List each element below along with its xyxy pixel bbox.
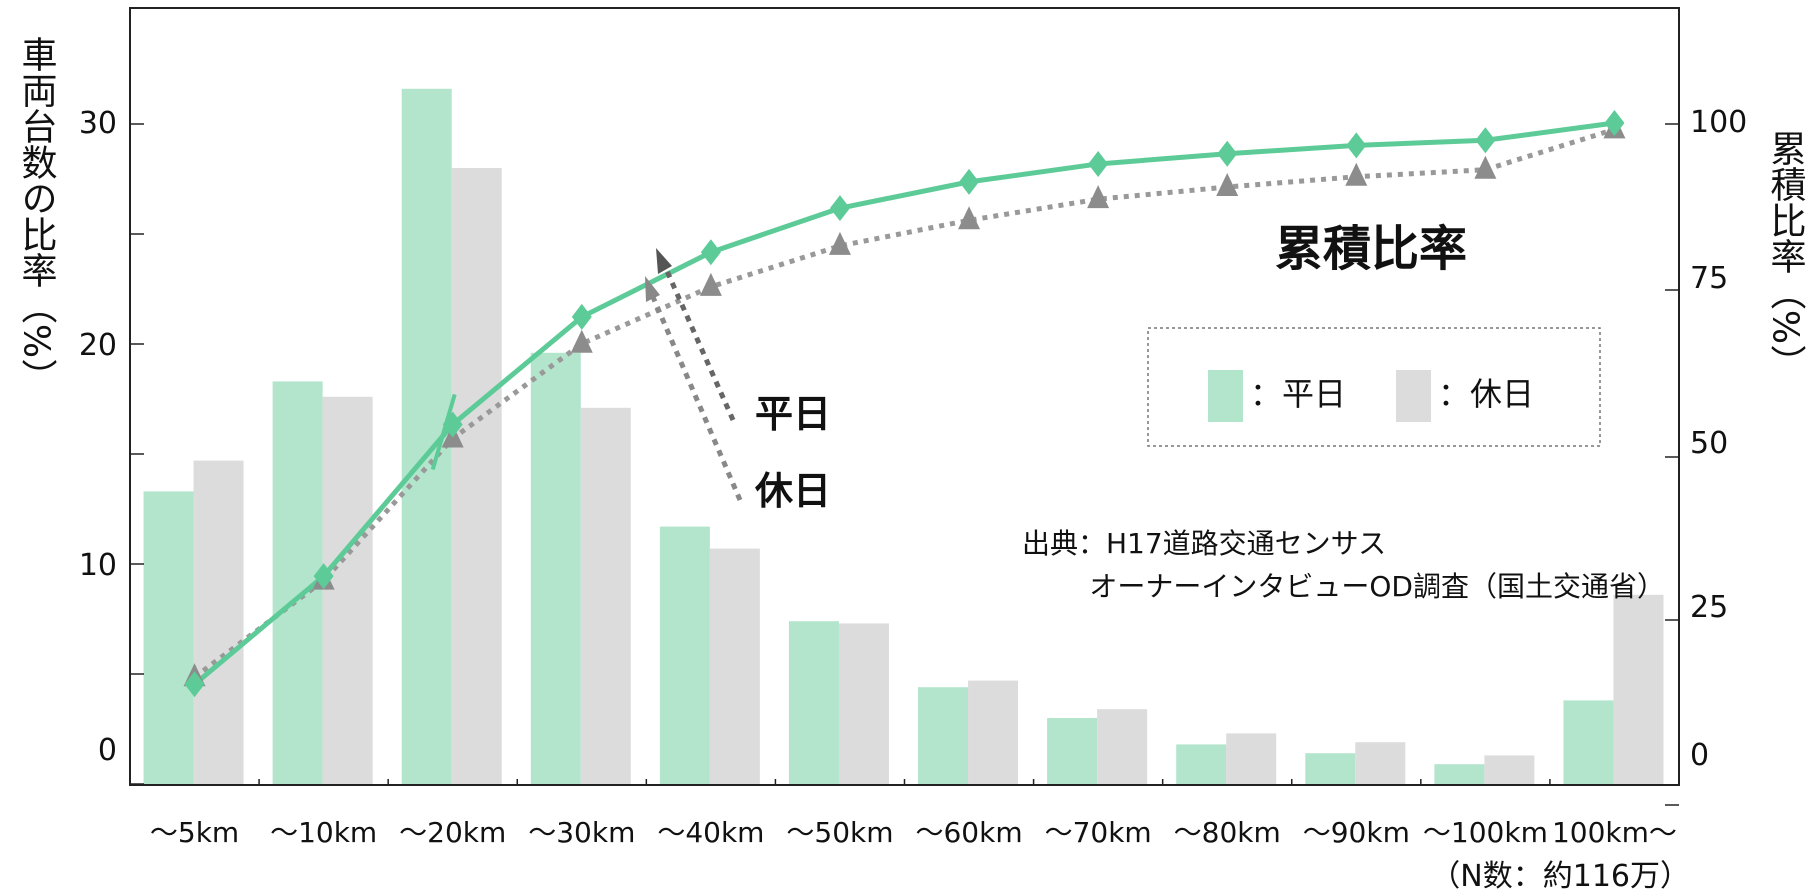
bar-holiday-6 [838, 623, 889, 784]
marker-weekday-2 [313, 563, 334, 590]
line-holiday [193, 127, 1616, 680]
x-tick-label-7: 〜60km [915, 816, 1022, 849]
bar-holiday-9 [1226, 733, 1277, 784]
bar-holiday-4 [580, 407, 631, 784]
legend-label-weekday: ：平日 [1250, 375, 1346, 413]
y-tick-label-10: 10 [79, 548, 117, 583]
marker-weekday-1 [184, 671, 205, 698]
cumulative-markers [183, 110, 1626, 698]
x-tick-label-11: 〜100km [1423, 816, 1548, 849]
marker-holiday-9 [1216, 173, 1239, 196]
bar-holiday-1 [193, 460, 244, 784]
y-axis-label: 車両台数の比率（%） [16, 36, 58, 394]
bar-weekday-1 [143, 491, 194, 784]
right-axis-ticks: 0 25 50 75 100 [1665, 105, 1747, 806]
holiday-callout-label: 休日 [754, 469, 831, 513]
bar-holiday-3 [451, 168, 502, 784]
bar-weekday-11 [1434, 764, 1485, 784]
weekday-callout-label: 平日 [755, 392, 831, 436]
legend-swatch-weekday [1208, 370, 1243, 422]
marker-weekday-10 [1346, 132, 1367, 159]
marker-weekday-8 [1088, 150, 1109, 177]
legend-label-holiday: ：休日 [1438, 375, 1534, 413]
bar-weekday-5 [659, 526, 710, 784]
bar-weekday-10 [1305, 753, 1356, 784]
x-tick-label-4: 〜30km [528, 816, 635, 849]
bar-weekday-9 [1176, 744, 1227, 784]
y2-tick-label-75: 75 [1690, 261, 1728, 296]
marker-holiday-10 [1345, 162, 1368, 186]
sample-size-note: （N数：約116万） [1430, 859, 1690, 892]
cumulative-title: 累積比率 [1275, 221, 1467, 277]
marker-holiday-7 [958, 206, 981, 230]
x-tick-label-2: 〜10km [270, 816, 377, 849]
bar-holiday-10 [1355, 742, 1406, 784]
x-tick-label-6: 〜50km [786, 816, 893, 849]
y-tick-label-0: 0 [98, 733, 117, 768]
x-tick-label-10: 〜90km [1303, 816, 1410, 849]
marker-weekday-12 [1604, 110, 1625, 136]
source-line1: 出典：H17道路交通センサス [1022, 527, 1386, 560]
left-axis-ticks: 0 10 20 30 [79, 106, 144, 785]
y-tick-label-20: 20 [79, 328, 117, 363]
x-tick-label-1: 〜5km [150, 816, 239, 849]
x-tick-label-5: 〜40km [657, 816, 764, 849]
bar-holiday-11 [1484, 755, 1535, 784]
marker-weekday-11 [1475, 127, 1496, 154]
marker-holiday-4 [570, 329, 593, 353]
bar-weekday-8 [1047, 718, 1098, 784]
y-tick-label-30: 30 [79, 106, 117, 141]
bar-holiday-5 [709, 548, 760, 784]
bar-holiday-8 [1097, 709, 1148, 784]
cumulative-lines [192, 120, 1616, 687]
y2-tick-label-25: 25 [1690, 590, 1728, 625]
marker-weekday-5 [700, 239, 721, 266]
marker-holiday-11 [1474, 155, 1497, 179]
x-tick-label-9: 〜80km [1174, 816, 1281, 849]
marker-holiday-8 [1087, 185, 1110, 209]
bar-group [143, 88, 1664, 785]
x-axis-ticks: 〜5km 〜10km 〜20km 〜30km 〜40km 〜50km 〜60km 〜70km 〜… [129, 779, 1680, 849]
marker-holiday-5 [699, 272, 722, 296]
bar-holiday-7 [968, 680, 1019, 784]
source-line2: オーナーインタビューOD調査（国土交通省） [1089, 570, 1665, 603]
legend-frame [1147, 327, 1601, 447]
bar-weekday-7 [918, 687, 969, 784]
bar-weekday-12 [1563, 700, 1614, 784]
marker-weekday-3 [442, 411, 463, 438]
marker-weekday-4 [571, 303, 592, 330]
marker-weekday-9 [1217, 140, 1238, 167]
y2-axis-label: 累積比率（%） [1765, 130, 1807, 380]
callout-arrows [645, 248, 743, 501]
legend: ：平日 ：休日 [1147, 327, 1601, 447]
y2-tick-label-0: 0 [1690, 738, 1709, 773]
marker-weekday-6 [829, 195, 850, 222]
bar-holiday-2 [322, 396, 373, 784]
legend-swatch-holiday [1396, 370, 1431, 422]
x-tick-label-12: 100km〜 [1552, 816, 1677, 849]
x-tick-label-3: 〜20km [399, 816, 506, 849]
marker-holiday-6 [828, 231, 851, 255]
bar-weekday-6 [788, 621, 839, 784]
line-weekday [192, 120, 1615, 687]
marker-weekday-7 [959, 168, 980, 195]
bar-weekday-4 [530, 352, 581, 784]
y2-tick-label-100: 100 [1690, 105, 1747, 140]
line-weekday-extra [430, 393, 457, 471]
bar-holiday-12 [1613, 594, 1664, 784]
x-tick-label-8: 〜70km [1045, 816, 1152, 849]
y2-tick-label-50: 50 [1690, 426, 1728, 461]
